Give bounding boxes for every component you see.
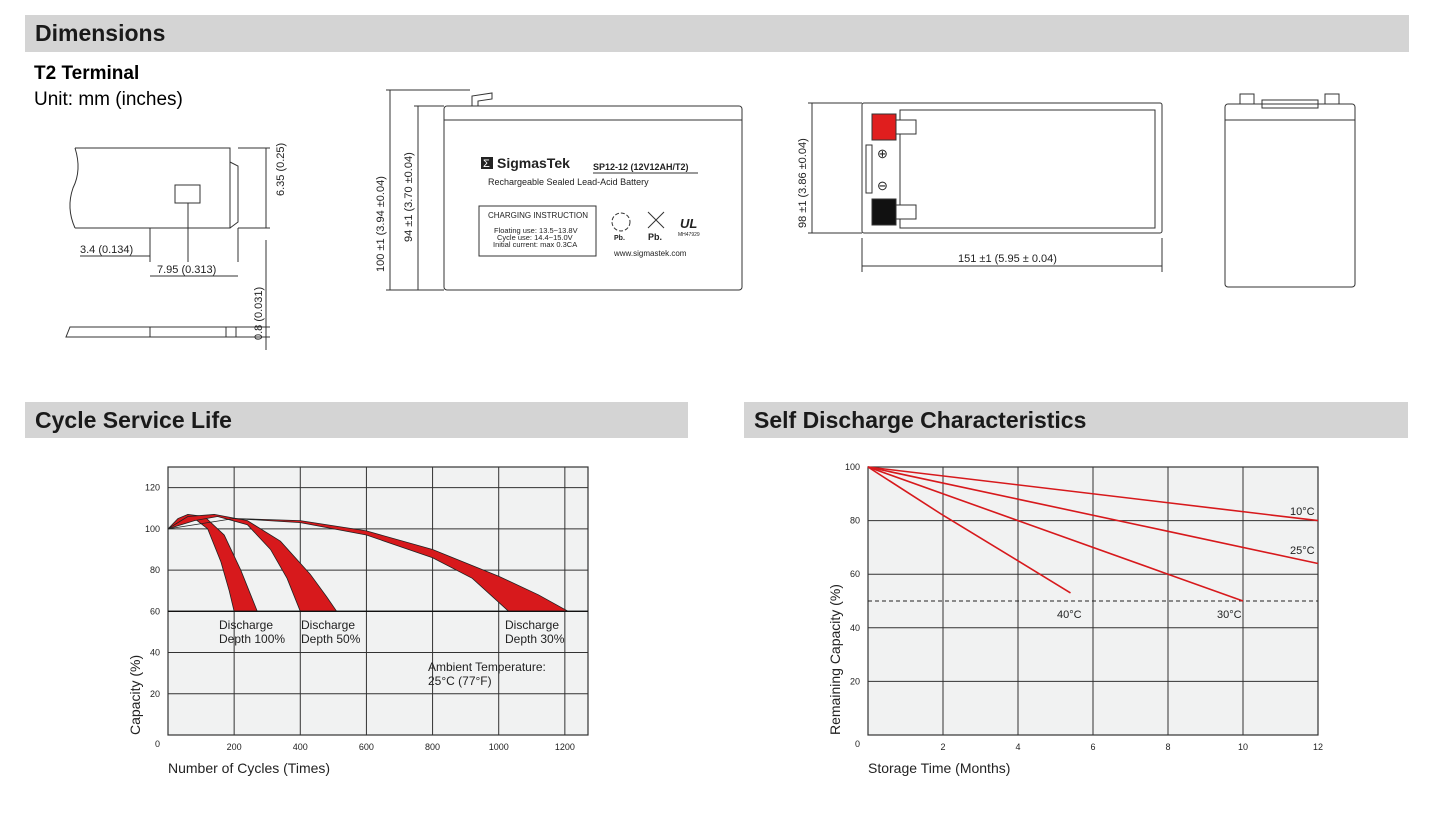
x-tick-label: 8 [1165,742,1170,752]
x-tick-label: 10 [1238,742,1248,752]
svg-text:Pb.: Pb. [614,235,625,242]
dim-height-case: 94 ±1 (3.70 ±0.04) [403,152,415,242]
chart-annotation: 25°C (77°F) [428,674,492,688]
battery-subtitle: Rechargeable Sealed Lead-Acid Battery [488,177,649,187]
dimension-drawings: 3.4 (0.134) 7.95 (0.313) 6.35 (0.25) 0.8… [65,89,1356,350]
website: www.sigmastek.com [613,249,687,258]
battery-side-view [1224,93,1356,288]
chart-annotation: Discharge [301,618,355,632]
x-tick-label: 2 [940,742,945,752]
y-tick-label: 60 [850,569,860,579]
x-tick-label: 12 [1313,742,1323,752]
svg-text:Initial current: max 0.3CA: Initial current: max 0.3CA [493,240,577,249]
series-line [867,466,1319,565]
dim-7-95: 7.95 (0.313) [157,264,216,276]
y-tick-label: 80 [850,516,860,526]
terminal-drawing: 3.4 (0.134) 7.95 (0.313) 6.35 (0.25) 0.8… [65,143,287,350]
section-header-self-discharge: Self Discharge Characteristics [744,402,1408,438]
y-tick-label: 100 [145,524,160,534]
series-line [867,466,1319,522]
battery-top-view: ⊕ ⊖ 98 ±1 (3.86 ±0.04) 151 ±1 (5.95 ± 0.… [797,102,1163,272]
series-label: 30°C [1217,609,1242,621]
unit-label: Unit: mm (inches) [34,89,183,110]
series-line [867,466,1244,602]
series-label: 25°C [1290,545,1315,557]
y-tick-label: 80 [150,565,160,575]
x-tick-label: 1200 [555,742,575,752]
x-axis-label: Number of Cycles (Times) [168,760,330,776]
y-tick-label: 120 [145,483,160,493]
dim-width: 98 ±1 (3.86 ±0.04) [797,138,809,228]
self-discharge-chart: 2 4 6 8 10 12 0 20 40 60 80 100 Storage Time (Months… [827,462,1323,776]
x-tick-label: 800 [425,742,440,752]
ul-mark-icon: UL [680,216,697,231]
chart-annotation: Depth 50% [301,632,361,646]
svg-text:MH47929: MH47929 [678,232,700,238]
battery-front-view: 100 ±1 (3.94 ±0.04) 94 ±1 (3.70 ±0.04) Σ… [375,89,743,291]
chart-annotation: Discharge [219,618,273,632]
dim-0-8: 0.8 (0.031) [253,287,265,340]
chart-annotation: Ambient Temperature: [428,660,546,674]
svg-text:Floating use: 13.5~13.8V: Floating use: 13.5~13.8V [494,226,578,235]
terminal-title: T2 Terminal [34,63,140,84]
minus-icon: ⊖ [877,178,888,193]
x-tick-label: 6 [1090,742,1095,752]
section-header-dimensions: Dimensions [25,15,1409,52]
series-label: 10°C [1290,506,1315,518]
chart-annotation: Depth 100% [219,632,285,646]
x-tick-label: 1000 [489,742,509,752]
chart-annotation: Discharge [505,618,559,632]
y-axis-label: Capacity (%) [127,655,143,735]
plus-icon: ⊕ [877,146,888,161]
x-tick-label: 400 [293,742,308,752]
series-line [867,466,1071,594]
model-name: SP12-12 (12V12AH/T2) [593,162,689,172]
svg-text:Cycle use: 14.4~15.0V: Cycle use: 14.4~15.0V [497,233,573,242]
section-header-cycle: Cycle Service Life [25,402,688,438]
dim-6-35: 6.35 (0.25) [275,143,287,196]
brand-name: SigmasTek [497,155,570,171]
svg-text:Pb.: Pb. [648,232,662,242]
crossed-bin-icon [647,211,665,229]
y-tick-label: 40 [150,648,160,658]
x-axis-label: Storage Time (Months) [868,760,1010,776]
dim-length: 151 ±1 (5.95 ± 0.04) [958,253,1057,265]
recycle-icon [611,212,631,232]
svg-text:CHARGING INSTRUCTION: CHARGING INSTRUCTION [488,211,588,220]
cycle-life-chart: 200 400 600 800 1000 1200 0 20 40 60 80 100 120 Numbe… [127,466,589,776]
chart-annotation: Depth 30% [505,632,565,646]
x-tick-label: 600 [359,742,374,752]
svg-text:Σ: Σ [483,158,490,170]
brand-logo [481,157,493,169]
y-tick-label: 20 [150,689,160,699]
dim-3-4: 3.4 (0.134) [80,244,133,256]
x-tick-label: 4 [1015,742,1020,752]
y-tick-label: 20 [850,676,860,686]
x-tick-label: 200 [227,742,242,752]
y-tick-label: 0 [155,739,160,749]
series-label: 40°C [1057,609,1082,621]
y-tick-label: 0 [855,739,860,749]
y-tick-label: 100 [845,462,860,472]
dim-height-total: 100 ±1 (3.94 ±0.04) [375,176,387,272]
y-axis-label: Remaining Capacity (%) [827,584,843,735]
y-tick-label: 40 [850,623,860,633]
y-tick-label: 60 [150,606,160,616]
